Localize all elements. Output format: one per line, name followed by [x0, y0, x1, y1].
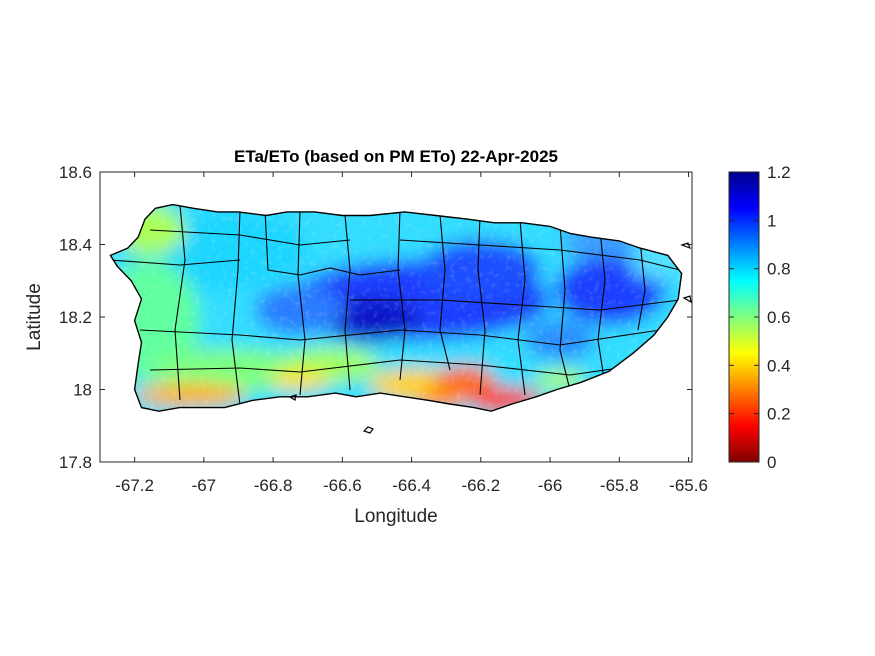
- x-tick-label: -67: [192, 476, 217, 495]
- municipal-boundaries: [110, 204, 681, 406]
- offshore-islets: [288, 242, 692, 434]
- y-axis-label: Latitude: [24, 283, 45, 351]
- x-tick-label: -67.2: [115, 476, 154, 495]
- y-tick-label: 18.6: [59, 163, 92, 182]
- colorbar-tick-label: 1.2: [767, 163, 791, 182]
- colorbar-ticks: 0 0.2 0.4 0.6 0.8 1 1.2: [729, 163, 791, 472]
- colorbar-tick-label: 0.4: [767, 356, 791, 375]
- island-outline: [109, 203, 683, 412]
- colorbar: 0 0.2 0.4 0.6 0.8 1 1.2: [728, 163, 791, 472]
- colorbar-tick-label: 0.2: [767, 405, 791, 424]
- colorbar-tick-label: 0.6: [767, 308, 791, 327]
- x-axis-label: Longitude: [354, 506, 437, 527]
- x-tick-label: -66.8: [254, 476, 293, 495]
- x-tick-label: -66.6: [323, 476, 362, 495]
- x-tick-label: -65.8: [600, 476, 639, 495]
- x-tick-label: -66.4: [392, 476, 431, 495]
- y-axis-ticks: 17.8 18 18.2 18.4 18.6: [59, 163, 692, 472]
- x-tick-label: -65.6: [669, 476, 708, 495]
- y-tick-label: 17.8: [59, 453, 92, 472]
- y-tick-label: 18: [73, 381, 92, 400]
- x-tick-label: -66: [538, 476, 563, 495]
- x-axis-ticks: -67.2 -67 -66.8 -66.6 -66.4 -66.2 -66 -65.8 -65.…: [115, 172, 708, 495]
- x-tick-label: -66.2: [461, 476, 500, 495]
- colorbar-tick-label: 0.8: [767, 260, 791, 279]
- y-tick-label: 18.2: [59, 308, 92, 327]
- chart-title: ETa/ETo (based on PM ETo) 22-Apr-2025: [234, 147, 558, 166]
- colorbar-tick-label: 0: [767, 453, 776, 472]
- y-tick-label: 18.4: [59, 236, 92, 255]
- colorbar-tick-label: 1: [767, 211, 776, 230]
